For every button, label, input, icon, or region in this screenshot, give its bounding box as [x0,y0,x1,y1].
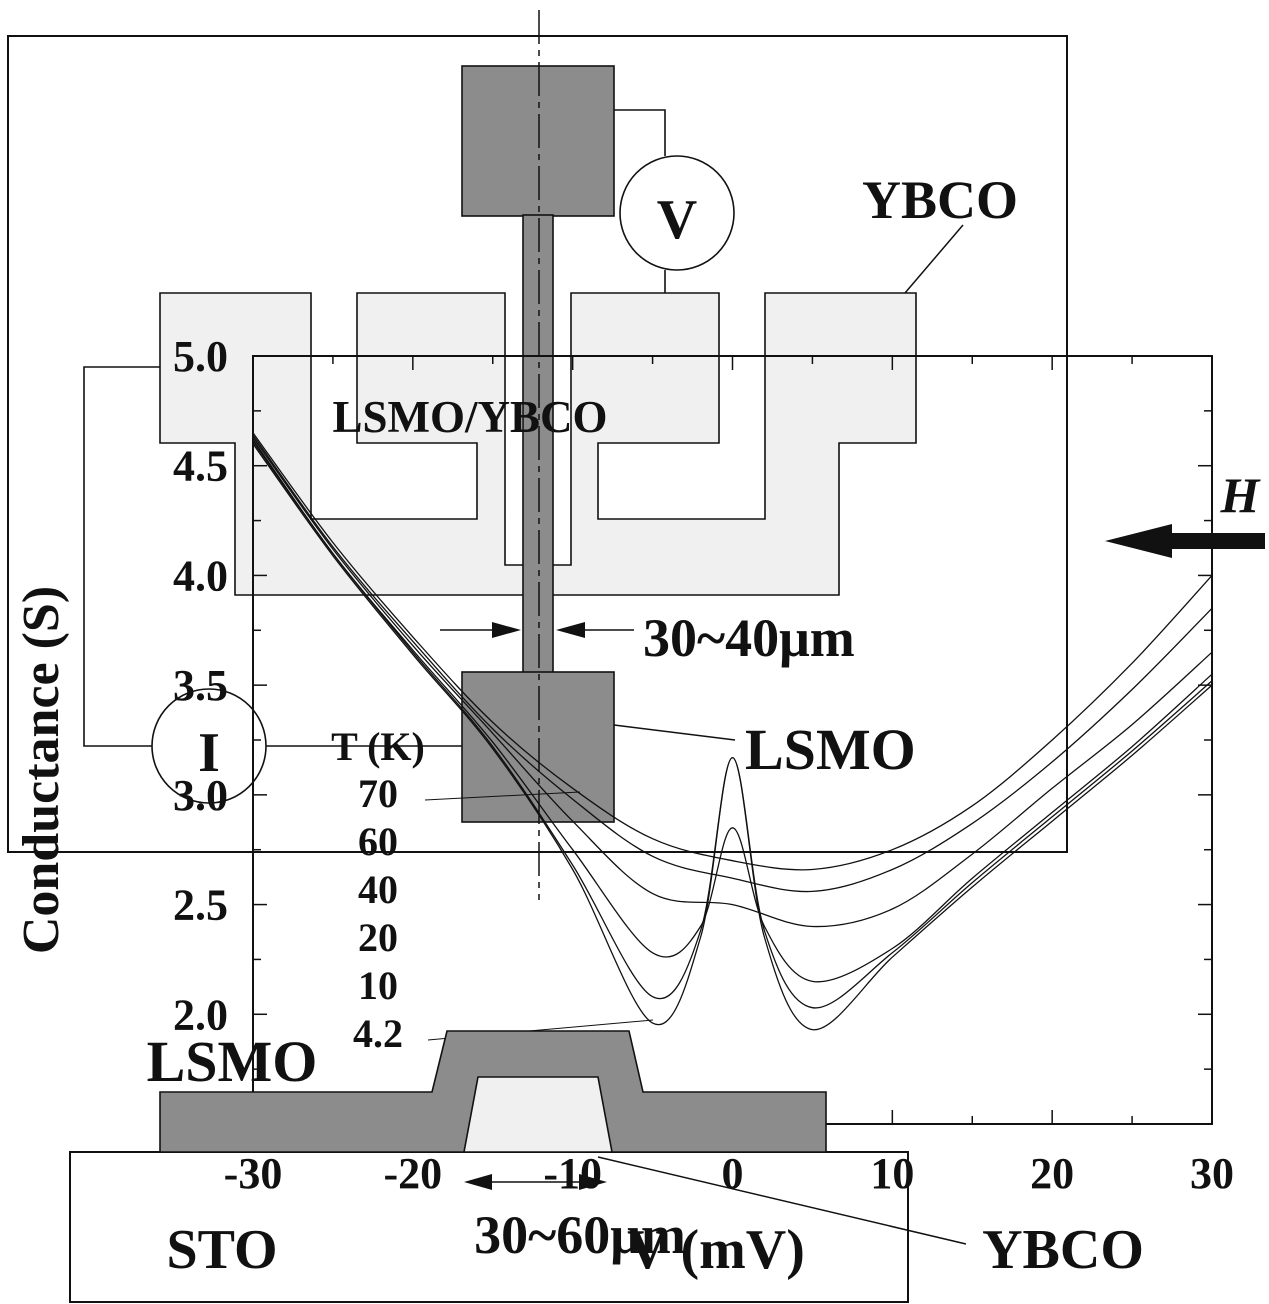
series-line-4.2K [252,443,1213,1031]
series-lines [252,432,1213,1031]
legend-entry: 70 [358,771,398,816]
x-tick-label: -20 [384,1149,443,1198]
lsmo-ybco-label: LSMO/YBCO [332,392,607,442]
field-arrow-icon [1105,524,1265,558]
legend-entry: 10 [358,963,398,1008]
x-tick-label: -10 [543,1149,602,1198]
legend-pointer-70 [424,791,581,801]
ammeter-wires [83,366,462,747]
legend-entry: 4.2 [353,1011,403,1056]
legend-entry: 20 [358,915,398,960]
width-label-bottom: 30~60μm [474,1205,686,1265]
lsmo-label-bottom: LSMO [147,1029,318,1094]
series-line-20K [252,439,1213,983]
x-tick-label: 20 [1030,1149,1074,1198]
voltmeter-wires [614,109,666,293]
width-label-top: 30~40μm [643,608,855,668]
voltmeter-label: V [657,189,697,251]
y-tick-label: 5.0 [173,332,228,381]
ammeter-label: I [198,722,220,784]
y-tick-label: 2.5 [173,881,228,930]
y-tick-label: 3.0 [173,771,228,820]
series-line-60K [252,434,1213,893]
x-tick-label: 0 [722,1149,744,1198]
sto-label: STO [166,1219,277,1281]
x-tick-labels: -30 -20 -10 0 10 20 30 [224,1149,1234,1198]
y-tick-label: 4.5 [173,442,228,491]
y-tick-label: 3.5 [173,661,228,710]
series-line-70K [252,432,1213,871]
substrate-outline [7,35,1068,853]
x-tick-label: -30 [224,1149,283,1198]
legend-entry: 60 [358,819,398,864]
ybco-label-top: YBCO [862,170,1018,230]
legend-entry: 40 [358,867,398,912]
lsmo-pointer-mid [613,724,736,741]
ammeter-circle [151,688,267,804]
y-tick-label: 2.0 [173,990,228,1039]
ybco-electrode-pads [159,292,917,596]
lsmo-label-mid: LSMO [745,717,916,782]
ybco-pointer-top [904,224,964,294]
y-axis-label: Conductance (S) [13,586,70,954]
legend-title: T (K) [331,724,425,769]
series-line-40K [252,436,1213,928]
x-axis-label: V (mV) [627,1219,805,1281]
width-indicator-top [440,622,634,638]
ybco-label-bottom: YBCO [982,1219,1144,1281]
ybco-pointer-bottom [597,1156,967,1245]
field-label: H [1220,467,1262,523]
voltmeter-circle [619,155,735,271]
ybco-layer [463,1076,613,1153]
x-tick-label: 30 [1190,1149,1234,1198]
width-indicator-bottom [464,1174,607,1190]
y-tick-label: 4.0 [173,551,228,600]
